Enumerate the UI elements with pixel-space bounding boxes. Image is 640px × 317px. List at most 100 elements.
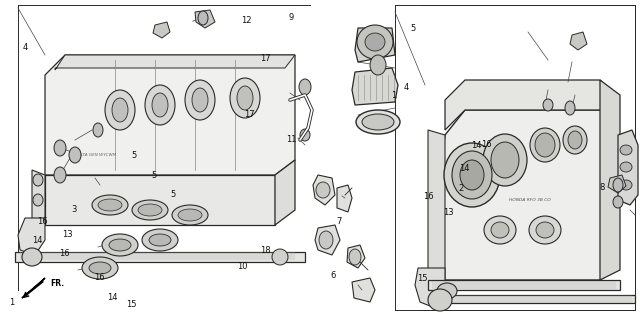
Ellipse shape [365,33,385,51]
Polygon shape [428,130,445,280]
Polygon shape [18,218,45,255]
Ellipse shape [535,133,555,157]
Text: 14: 14 [459,164,469,172]
Ellipse shape [149,234,171,246]
Ellipse shape [299,79,311,95]
Text: 16: 16 [424,192,434,201]
Text: 1: 1 [9,298,14,307]
Ellipse shape [370,55,386,75]
Ellipse shape [142,229,178,251]
Polygon shape [608,175,626,193]
Ellipse shape [54,167,66,183]
Polygon shape [352,278,375,302]
Polygon shape [45,175,275,225]
Ellipse shape [613,178,623,192]
Text: 13: 13 [443,208,453,217]
Polygon shape [32,170,45,225]
Text: 16: 16 [37,217,47,226]
Ellipse shape [428,289,452,311]
Text: 17: 17 [260,54,271,63]
Ellipse shape [105,90,135,130]
Ellipse shape [54,140,66,156]
Ellipse shape [82,257,118,279]
Ellipse shape [316,182,330,198]
Ellipse shape [620,162,632,172]
Ellipse shape [89,262,111,274]
Polygon shape [430,110,615,280]
Ellipse shape [272,249,288,265]
Ellipse shape [22,248,42,266]
Ellipse shape [192,88,208,112]
Text: 1: 1 [391,91,396,100]
Ellipse shape [460,160,484,190]
Text: 10: 10 [237,262,247,271]
Ellipse shape [93,123,103,137]
Ellipse shape [536,222,554,238]
Ellipse shape [230,78,260,118]
Ellipse shape [109,239,131,251]
Polygon shape [315,225,340,255]
Text: 4: 4 [23,43,28,52]
Ellipse shape [319,231,333,249]
Polygon shape [570,32,587,50]
Text: 3: 3 [71,205,76,214]
Ellipse shape [92,195,128,215]
Text: 9: 9 [289,13,294,22]
Text: 6: 6 [330,271,335,280]
Text: 2: 2 [458,184,463,193]
Ellipse shape [132,200,168,220]
Ellipse shape [300,129,310,141]
Ellipse shape [568,131,582,149]
Polygon shape [352,68,398,105]
Ellipse shape [620,180,632,190]
Ellipse shape [98,199,122,211]
Bar [15,252,305,262]
Ellipse shape [112,98,128,122]
Ellipse shape [357,25,393,59]
Bar [430,295,635,303]
Text: 5: 5 [151,171,156,180]
Ellipse shape [237,86,253,110]
Ellipse shape [530,128,560,162]
Ellipse shape [613,196,623,208]
Text: HONDA RFO 3B CO: HONDA RFO 3B CO [509,198,551,202]
Ellipse shape [33,174,43,186]
Polygon shape [445,80,615,130]
Ellipse shape [491,222,509,238]
Text: 15: 15 [417,275,428,283]
Text: 5: 5 [132,151,137,160]
Ellipse shape [145,85,175,125]
Ellipse shape [362,114,394,130]
Polygon shape [337,185,352,212]
Ellipse shape [437,283,457,299]
Polygon shape [313,175,335,205]
Text: 17: 17 [244,110,255,119]
Polygon shape [415,268,445,308]
Polygon shape [355,28,395,62]
Text: 16: 16 [59,249,69,258]
Text: 13: 13 [62,230,72,239]
Ellipse shape [349,249,361,265]
Bar [428,280,620,290]
Text: FR.: FR. [50,280,64,288]
Ellipse shape [172,205,208,225]
Text: 5: 5 [410,24,415,33]
Text: 14: 14 [472,141,482,150]
Text: STA GEN WYCWM: STA GEN WYCWM [80,153,116,157]
Ellipse shape [152,93,168,117]
Polygon shape [347,245,365,268]
Ellipse shape [102,234,138,256]
Ellipse shape [69,147,81,163]
Ellipse shape [33,194,43,206]
Ellipse shape [185,80,215,120]
Ellipse shape [178,209,202,221]
Text: 12: 12 [241,16,252,25]
Text: 16: 16 [481,140,492,149]
Text: 11: 11 [286,135,296,144]
Ellipse shape [452,151,492,199]
Text: 15: 15 [126,300,136,309]
Ellipse shape [529,216,561,244]
Text: 16: 16 [94,273,104,282]
Ellipse shape [565,101,575,115]
Polygon shape [275,160,295,225]
